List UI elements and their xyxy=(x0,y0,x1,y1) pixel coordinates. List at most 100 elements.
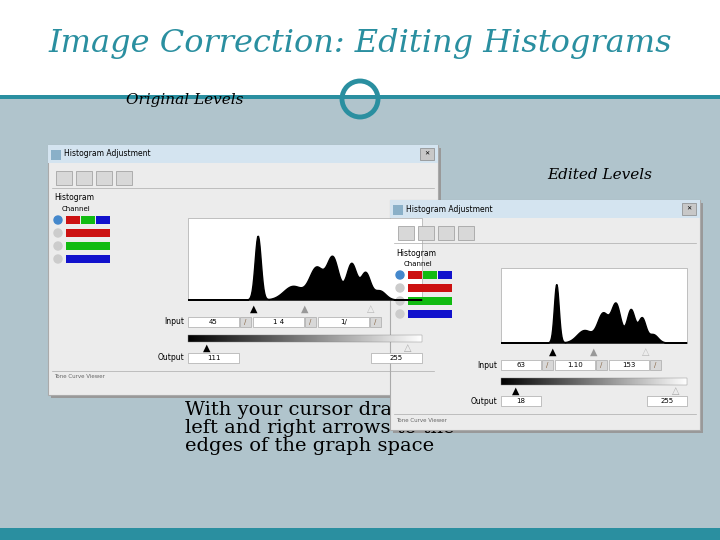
Bar xyxy=(417,335,418,342)
Bar xyxy=(564,378,565,385)
Bar xyxy=(511,378,512,385)
Bar xyxy=(383,335,384,342)
Circle shape xyxy=(396,284,404,292)
Bar xyxy=(506,378,507,385)
Bar xyxy=(520,378,521,385)
Bar xyxy=(312,335,313,342)
Bar xyxy=(215,335,216,342)
Text: /: / xyxy=(600,362,602,368)
Bar xyxy=(321,335,322,342)
Bar xyxy=(253,335,254,342)
Bar xyxy=(619,378,620,385)
Bar xyxy=(345,335,346,342)
Bar xyxy=(596,360,607,370)
Bar xyxy=(423,271,437,279)
Bar xyxy=(637,378,638,385)
Bar xyxy=(609,360,649,370)
Bar xyxy=(589,378,590,385)
Bar xyxy=(576,378,577,385)
Bar xyxy=(306,335,307,342)
Bar xyxy=(600,378,601,385)
Bar xyxy=(652,378,653,385)
Bar xyxy=(658,378,659,385)
Bar xyxy=(399,335,400,342)
Bar xyxy=(579,378,580,385)
Text: ✕: ✕ xyxy=(424,152,430,157)
Bar xyxy=(685,378,686,385)
Bar xyxy=(639,378,640,385)
Bar xyxy=(374,335,375,342)
Bar xyxy=(367,335,368,342)
Bar xyxy=(323,335,324,342)
Bar xyxy=(318,317,369,327)
Text: 63: 63 xyxy=(516,362,526,368)
Bar xyxy=(328,335,329,342)
Bar xyxy=(615,378,616,385)
Bar xyxy=(301,335,302,342)
Bar xyxy=(538,378,539,385)
Text: Histogram: Histogram xyxy=(54,193,94,202)
Bar xyxy=(583,378,584,385)
Bar xyxy=(549,378,550,385)
Bar xyxy=(526,378,527,385)
Bar xyxy=(581,378,582,385)
Bar xyxy=(508,378,509,385)
Bar xyxy=(264,335,265,342)
Bar xyxy=(341,335,342,342)
Bar xyxy=(514,378,515,385)
Bar xyxy=(406,335,407,342)
Bar xyxy=(274,335,275,342)
Bar xyxy=(628,378,629,385)
Bar xyxy=(358,335,359,342)
Bar xyxy=(668,378,669,385)
Bar xyxy=(642,378,643,385)
Bar xyxy=(592,378,593,385)
Bar xyxy=(382,335,383,342)
Bar xyxy=(593,378,594,385)
Bar xyxy=(527,378,528,385)
Bar xyxy=(574,378,575,385)
Bar xyxy=(666,378,667,385)
Bar xyxy=(584,378,585,385)
Bar xyxy=(313,335,314,342)
Bar xyxy=(518,378,519,385)
Bar xyxy=(0,95,720,99)
Bar xyxy=(260,335,261,342)
Bar xyxy=(402,335,403,342)
Bar xyxy=(229,335,230,342)
Bar xyxy=(230,335,231,342)
Bar xyxy=(392,335,393,342)
Text: Image Correction: Editing Histograms: Image Correction: Editing Histograms xyxy=(48,28,672,59)
Bar xyxy=(646,378,647,385)
Bar xyxy=(617,378,618,385)
Bar xyxy=(412,335,413,342)
Bar xyxy=(361,335,362,342)
Bar xyxy=(390,200,700,430)
Bar xyxy=(418,226,434,240)
Bar xyxy=(570,378,571,385)
Bar xyxy=(513,378,514,385)
Circle shape xyxy=(396,297,404,305)
Bar xyxy=(407,335,408,342)
Bar xyxy=(344,335,345,342)
Bar xyxy=(327,335,328,342)
Bar xyxy=(551,378,552,385)
Text: /: / xyxy=(244,319,246,325)
Bar xyxy=(552,378,553,385)
Bar xyxy=(502,378,503,385)
Bar xyxy=(252,335,253,342)
Bar xyxy=(227,335,228,342)
Bar xyxy=(214,335,215,342)
Bar xyxy=(370,335,371,342)
Bar xyxy=(604,378,605,385)
Bar xyxy=(76,171,92,185)
Bar xyxy=(393,205,403,215)
Bar xyxy=(501,396,541,406)
Bar xyxy=(585,378,586,385)
Bar xyxy=(318,335,319,342)
Text: ✕: ✕ xyxy=(686,206,692,212)
Bar xyxy=(349,335,350,342)
Bar xyxy=(302,335,303,342)
Bar xyxy=(603,378,604,385)
Bar xyxy=(626,378,627,385)
